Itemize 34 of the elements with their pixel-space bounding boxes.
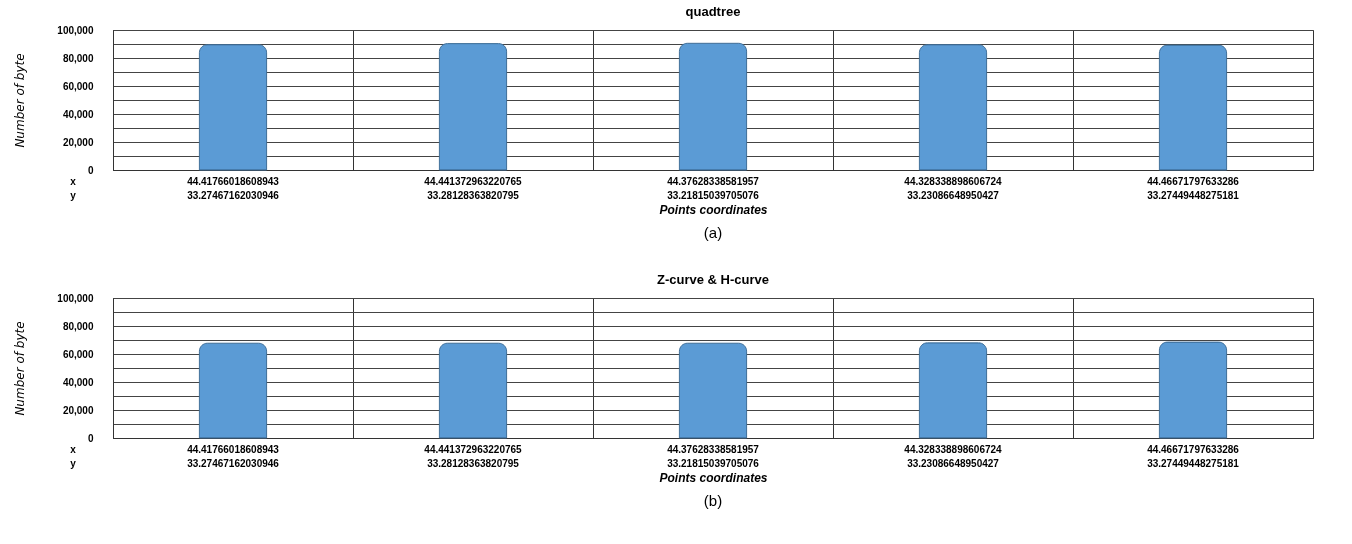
text: y (70, 190, 77, 201)
y-tick-label: 20,000 (62, 136, 94, 148)
x-tick-label: 44.41766018608943 33.27467162030946 (187, 175, 280, 201)
y-tick-label: 80,000 (62, 52, 94, 64)
x-axis-title: Points coordinates (659, 202, 768, 217)
x-tick-label: 44.37628338581957 33.21815039705076 (667, 175, 760, 201)
text: x (70, 176, 77, 187)
chart-title: quadtree (685, 4, 741, 19)
y-tick-label: 0 (87, 432, 94, 444)
x-tick-label: 44.46671797633286 33.27449448275181 (1147, 443, 1240, 469)
y-tick-label: 80,000 (62, 320, 94, 332)
x-tick-label: 44.328338898606724 33.23086648950427 (904, 443, 1003, 469)
y-axis-title: Number of byte (13, 321, 28, 416)
y-tick-label: 40,000 (62, 376, 94, 388)
text: y (70, 458, 77, 469)
x-tick-label: 44.441372963220765 33.28128363820795 (424, 443, 523, 469)
y-tick-label: 0 (87, 164, 94, 176)
x-tick-label: 44.441372963220765 33.28128363820795 (424, 175, 523, 201)
y-tick-label: 60,000 (62, 80, 94, 92)
x-tick-label: 44.41766018608943 33.27467162030946 (187, 443, 280, 469)
x-tick-label: 44.37628338581957 33.21815039705076 (667, 443, 760, 469)
text: (b) (703, 492, 723, 509)
x-tick-label: 44.46671797633286 33.27449448275181 (1147, 175, 1240, 201)
y-tick-label: 60,000 (62, 348, 94, 360)
x-axis-title: Points coordinates (659, 470, 768, 485)
text: (a) (703, 224, 723, 241)
y-tick-label: 20,000 (62, 404, 94, 416)
y-tick-label: 100,000 (57, 292, 94, 304)
y-axis-title: Number of byte (13, 53, 28, 148)
y-tick-label: 100,000 (57, 24, 94, 36)
chart-title: Z-curve & H-curve (657, 272, 769, 287)
y-tick-label: 40,000 (62, 108, 94, 120)
x-tick-label: 44.328338898606724 33.23086648950427 (904, 175, 1003, 201)
text: x (70, 444, 77, 455)
